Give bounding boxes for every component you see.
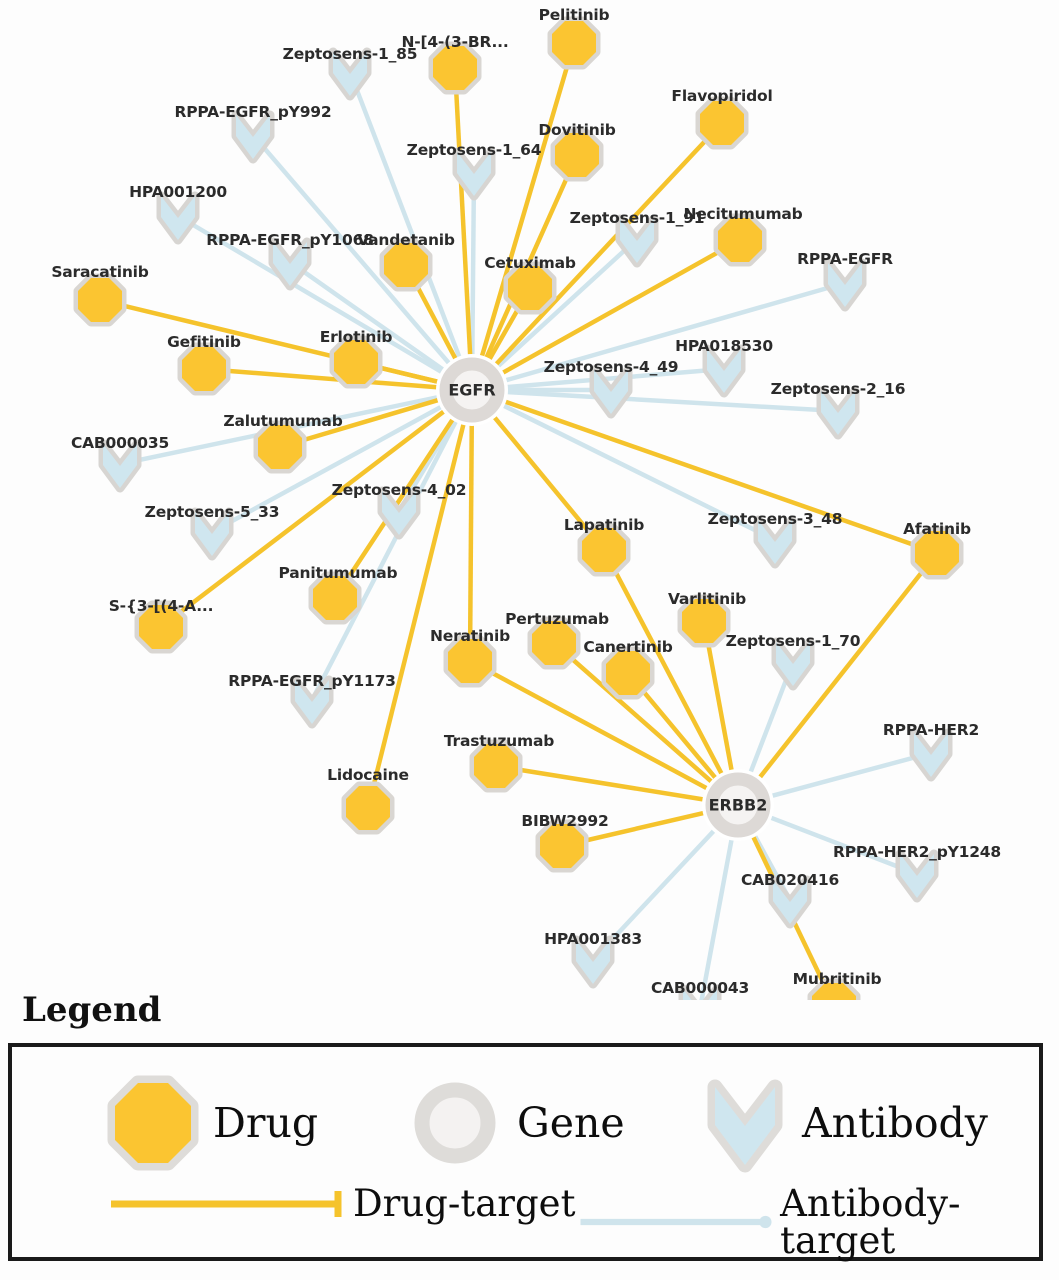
legend-item-gene: Gene <box>407 1075 625 1171</box>
antibody-node[interactable] <box>571 935 615 989</box>
antibody-node[interactable] <box>452 147 496 201</box>
legend: Legend Drug Gene <box>0 985 1059 1280</box>
chevron-down-icon <box>707 1079 783 1173</box>
legend-antibody-label: Antibody <box>802 1098 988 1147</box>
antibody-node[interactable] <box>823 258 867 312</box>
antibody-target-edge-icon <box>580 1215 772 1229</box>
drug-node[interactable] <box>695 96 749 150</box>
nodes-layer <box>73 16 964 1000</box>
drug-node[interactable] <box>469 739 523 793</box>
legend-drug-target-label: Drug-target <box>353 1182 576 1225</box>
drug-node[interactable] <box>910 526 964 580</box>
antibody-node[interactable] <box>268 237 312 291</box>
drug-target-edge <box>474 42 577 366</box>
antibody-node[interactable] <box>909 728 953 782</box>
drug-target-edge <box>496 393 938 556</box>
legend-box: Drug Gene Antibody <box>8 1043 1043 1261</box>
drug-node[interactable] <box>601 646 655 700</box>
antibody-node[interactable] <box>895 849 939 903</box>
drug-node[interactable] <box>308 571 362 625</box>
legend-item-drug-target: Drug-target <box>107 1185 575 1222</box>
drug-node[interactable] <box>503 261 557 315</box>
legend-item-antibody: Antibody <box>702 1073 988 1173</box>
antibody-node[interactable] <box>98 439 142 493</box>
drug-node[interactable] <box>329 335 383 389</box>
antibody-target-edge <box>699 828 739 1000</box>
drug-target-edge-icon <box>111 1190 342 1217</box>
antibody-node[interactable] <box>615 214 659 268</box>
ring-icon <box>414 1082 496 1164</box>
edges-layer <box>99 42 939 1000</box>
gene-node-label: EGFR <box>448 380 496 400</box>
drug-node[interactable] <box>527 616 581 670</box>
drug-node[interactable] <box>550 128 604 182</box>
drug-node[interactable] <box>73 273 127 327</box>
legend-gene-label: Gene <box>517 1098 625 1147</box>
octagon-icon <box>107 1075 199 1171</box>
legend-item-antibody-target: Antibody-target <box>577 1185 1039 1259</box>
antibody-target-edge <box>759 809 918 877</box>
antibody-node[interactable] <box>377 486 421 540</box>
antibody-target-edge <box>347 71 468 368</box>
antibody-node[interactable] <box>290 675 334 729</box>
antibody-node[interactable] <box>771 637 815 691</box>
legend-title: Legend <box>22 990 162 1030</box>
antibody-target-edge <box>760 750 932 804</box>
drug-node[interactable] <box>547 16 601 70</box>
drug-node[interactable] <box>577 523 631 577</box>
drug-node[interactable] <box>807 978 861 1000</box>
drug-node[interactable] <box>713 213 767 267</box>
legend-item-drug: Drug <box>107 1075 318 1171</box>
drug-node[interactable] <box>379 238 433 292</box>
antibody-node[interactable] <box>678 984 722 1000</box>
gene-node-label: ERBB2 <box>708 795 768 815</box>
antibody-node[interactable] <box>231 110 275 164</box>
antibody-node[interactable] <box>589 365 633 419</box>
antibody-node[interactable] <box>753 515 797 569</box>
legend-antibody-target-label: Antibody-target <box>780 1182 961 1262</box>
antibody-node[interactable] <box>702 344 746 398</box>
drug-node[interactable] <box>341 781 395 835</box>
drug-target-edge <box>465 417 478 662</box>
drug-node[interactable] <box>177 342 231 396</box>
antibody-node[interactable] <box>816 386 860 440</box>
legend-drug-label: Drug <box>213 1098 319 1147</box>
drug-node[interactable] <box>677 594 731 648</box>
antibody-node[interactable] <box>190 507 234 561</box>
drug-node[interactable] <box>428 41 482 95</box>
drug-node[interactable] <box>535 819 589 873</box>
drug-node[interactable] <box>134 600 188 654</box>
antibody-node[interactable] <box>328 47 372 101</box>
antibody-node[interactable] <box>768 875 812 929</box>
gene-node[interactable] <box>702 769 774 841</box>
drug-node[interactable] <box>443 634 497 688</box>
drug-node[interactable] <box>253 420 307 474</box>
drug-target-edge <box>486 121 724 374</box>
gene-node[interactable] <box>436 354 508 426</box>
network-canvas <box>73 16 964 1000</box>
antibody-node[interactable] <box>156 191 200 245</box>
